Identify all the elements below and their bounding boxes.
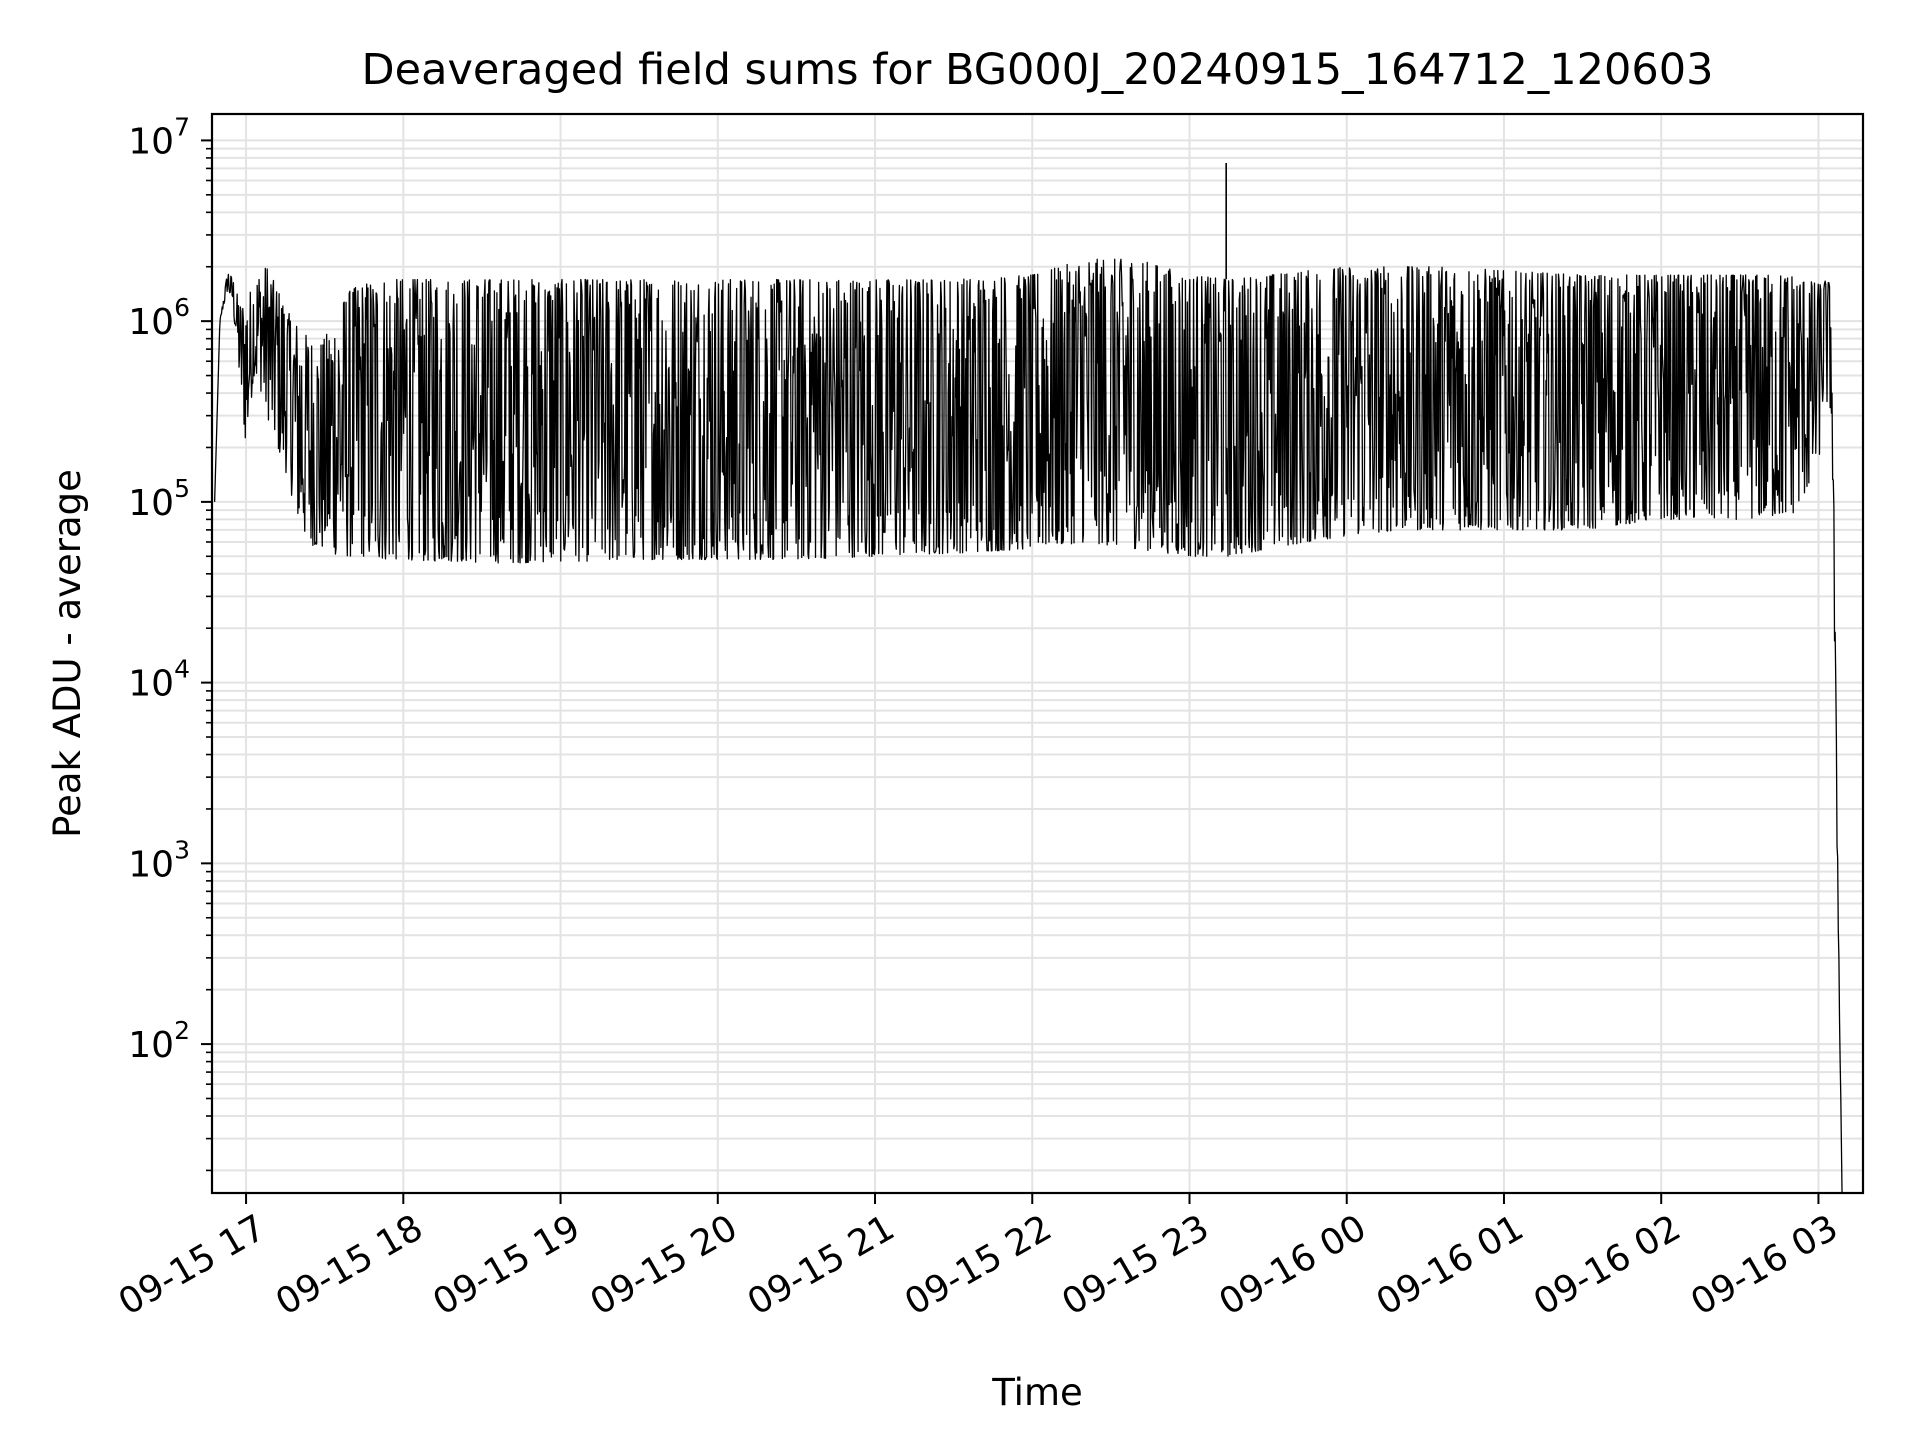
y-tick-label: 107 [128,112,190,162]
y-tick-base: 10 [128,483,174,524]
y-tick-label: 105 [128,474,190,524]
chart-title: Deaveraged field sums for BG000J_2024091… [362,45,1714,95]
y-tick-exponent: 3 [174,835,190,864]
y-tick-label: 103 [128,835,190,885]
y-tick-exponent: 6 [174,293,190,322]
series-line [213,258,1843,1193]
y-tick-exponent: 4 [174,655,190,684]
y-tick-exponent: 7 [174,112,190,141]
y-tick-base: 10 [128,121,174,162]
y-tick-label: 102 [128,1016,190,1066]
y-axis-label: Peak ADU - average [46,469,89,838]
plot-frame [210,112,1865,1195]
y-tick-exponent: 2 [174,1016,190,1045]
series-layer [213,162,1843,1193]
y-tick-base: 10 [128,1025,174,1066]
y-tick-label: 104 [128,655,190,705]
y-tick-base: 10 [128,844,174,885]
y-tick-base: 10 [128,302,174,343]
y-tick-base: 10 [128,664,174,705]
y-tick-label: 106 [128,293,190,343]
y-tick-exponent: 5 [174,474,190,503]
x-axis-label: Time [991,1371,1083,1414]
